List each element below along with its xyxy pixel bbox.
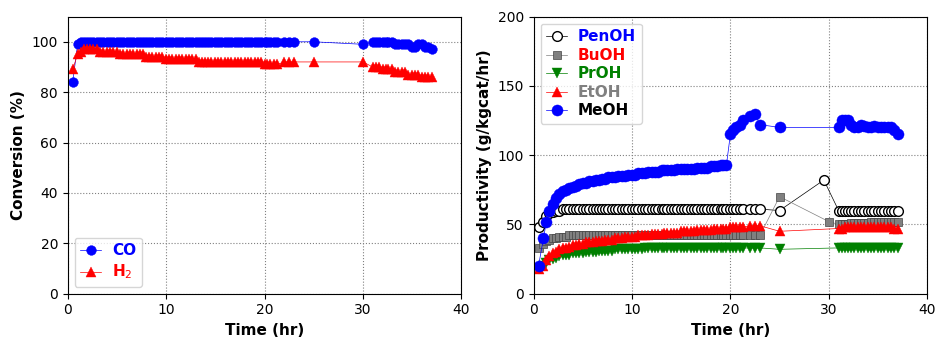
PrOH: [892, 246, 903, 250]
PenOH: [818, 178, 830, 182]
H$_2$: [417, 75, 428, 79]
PenOH: [616, 207, 628, 211]
MeOH: [852, 125, 864, 129]
H$_2$: [134, 52, 145, 57]
X-axis label: Time (hr): Time (hr): [690, 323, 770, 338]
MeOH: [563, 186, 575, 191]
PrOH: [639, 246, 651, 250]
PrOH: [563, 253, 575, 257]
PrOH: [547, 257, 559, 261]
BuOH: [581, 233, 592, 238]
EtOH: [669, 231, 680, 235]
EtOH: [547, 251, 559, 255]
H$_2$: [377, 67, 388, 72]
CO: [134, 40, 145, 44]
CO: [117, 40, 129, 44]
PenOH: [597, 207, 608, 211]
EtOH: [744, 224, 756, 228]
CO: [153, 40, 165, 44]
BuOH: [616, 233, 628, 238]
MeOH: [669, 168, 680, 172]
CO: [190, 40, 202, 44]
BuOH: [675, 233, 687, 238]
PenOH: [675, 207, 687, 211]
MeOH: [749, 111, 760, 116]
CO: [67, 80, 79, 84]
BuOH: [892, 220, 903, 224]
CO: [75, 40, 86, 44]
H$_2$: [117, 52, 129, 57]
PenOH: [892, 208, 903, 213]
CO: [426, 47, 438, 51]
X-axis label: Time (hr): Time (hr): [224, 323, 304, 338]
EtOH: [563, 244, 575, 248]
PenOH: [581, 207, 592, 211]
PenOH: [652, 207, 663, 211]
BuOH: [652, 233, 663, 238]
PrOH: [671, 246, 683, 250]
Line: PenOH: PenOH: [534, 175, 902, 232]
PrOH: [541, 261, 552, 265]
H$_2$: [190, 57, 202, 61]
CO: [377, 40, 388, 44]
H$_2$: [67, 67, 79, 72]
BuOH: [597, 233, 608, 238]
MeOH: [541, 220, 552, 224]
Y-axis label: Conversion (%): Conversion (%): [11, 90, 27, 220]
EtOH: [533, 267, 545, 271]
BuOH: [843, 222, 854, 227]
PrOH: [774, 247, 785, 251]
PenOH: [843, 208, 854, 213]
Y-axis label: Productivity (g/kgcat/hr): Productivity (g/kgcat/hr): [477, 49, 492, 261]
EtOH: [774, 229, 785, 233]
BuOH: [774, 194, 785, 199]
Line: EtOH: EtOH: [534, 221, 902, 274]
Line: BuOH: BuOH: [534, 193, 902, 252]
H$_2$: [426, 75, 438, 79]
Line: PrOH: PrOH: [534, 243, 902, 274]
Legend: PenOH, BuOH, PrOH, EtOH, MeOH: PenOH, BuOH, PrOH, EtOH, MeOH: [541, 23, 642, 124]
H$_2$: [212, 60, 223, 64]
MeOH: [892, 132, 903, 136]
EtOH: [852, 225, 864, 229]
PrOH: [852, 246, 864, 250]
CO: [212, 40, 223, 44]
H$_2$: [78, 47, 89, 51]
Line: MeOH: MeOH: [533, 108, 903, 272]
PenOH: [533, 225, 545, 229]
EtOH: [541, 258, 552, 262]
Line: CO: CO: [68, 37, 437, 87]
PrOH: [533, 267, 545, 271]
MeOH: [533, 264, 545, 268]
H$_2$: [153, 55, 165, 59]
Legend: CO, H$_2$: CO, H$_2$: [75, 238, 142, 287]
MeOH: [547, 201, 559, 206]
BuOH: [533, 246, 545, 250]
EtOH: [892, 227, 903, 231]
MeOH: [774, 125, 785, 129]
Line: H$_2$: H$_2$: [68, 44, 437, 82]
